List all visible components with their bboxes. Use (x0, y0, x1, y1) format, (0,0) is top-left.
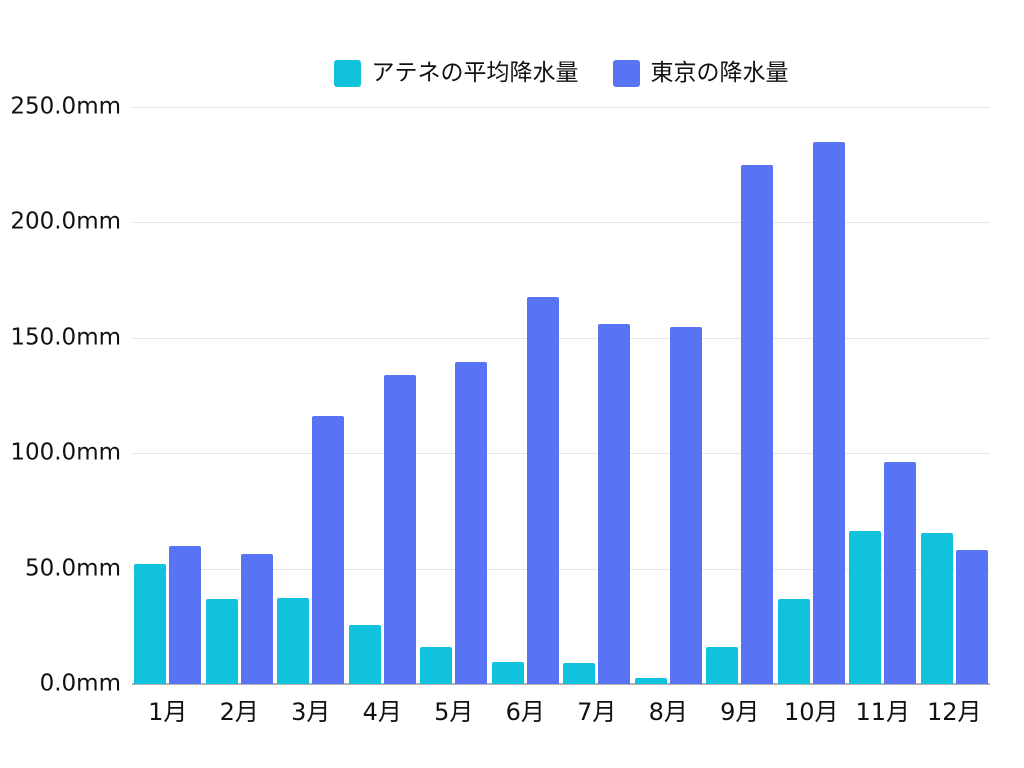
x-tick-label-11月: 11月 (855, 698, 911, 726)
bar-東京の降水量-8月 (669, 326, 702, 684)
x-tick-label-12月: 12月 (926, 698, 982, 726)
bar-アテネの平均降水量-5月 (420, 647, 453, 684)
bar-東京の降水量-10月 (812, 142, 845, 684)
x-tick-label-7月: 7月 (577, 698, 617, 726)
bar-アテネの平均降水量-7月 (563, 663, 596, 684)
bar-アテネの平均降水量-6月 (491, 661, 524, 684)
bar-group-12月 (919, 107, 991, 684)
bar-アテネの平均降水量-4月 (348, 624, 381, 684)
y-axis: 0.0mm 50.0mm 100.0mm 150.0mm 200.0mm 250.0mm (0, 95, 121, 695)
bar-group-5月 (418, 107, 490, 684)
x-axis-baseline (132, 683, 990, 685)
bar-東京の降水量-5月 (455, 361, 488, 684)
bar-アテネの平均降水量-12月 (920, 533, 953, 684)
bar-group-10月 (776, 107, 848, 684)
bar-東京の降水量-4月 (383, 375, 416, 684)
bar-group-9月 (704, 107, 776, 684)
x-tick-label-8月: 8月 (648, 698, 688, 726)
bar-group-1月 (132, 107, 204, 684)
y-tick-label-200: 200.0mm (10, 208, 121, 235)
legend-label-tokyo: 東京の降水量 (650, 60, 789, 86)
x-tick-label-4月: 4月 (362, 698, 402, 726)
bar-東京の降水量-12月 (955, 550, 988, 684)
gridline-200 (132, 222, 990, 224)
legend-item-athens: アテネの平均降水量 (333, 60, 579, 87)
bar-アテネの平均降水量-8月 (634, 678, 667, 684)
x-axis: 1月 2月 3月 4月 5月 6月 7月 8月 9月 10月 11月 12月 (132, 692, 990, 727)
y-tick-label-150: 150.0mm (10, 324, 121, 351)
legend-label-athens: アテネの平均降水量 (371, 60, 579, 86)
tokyo-series-swatch-icon (612, 60, 640, 87)
bar-東京の降水量-6月 (526, 296, 559, 684)
bar-東京の降水量-7月 (598, 323, 631, 684)
x-tick-label-1月: 1月 (148, 698, 188, 726)
gridline-250 (132, 107, 990, 108)
gridline-150 (132, 337, 990, 339)
bars-container (132, 107, 990, 684)
bar-group-4月 (347, 107, 419, 684)
x-tick-label-10月: 10月 (783, 698, 839, 726)
bar-アテネの平均降水量-3月 (277, 597, 310, 684)
gridline-50 (132, 568, 990, 570)
bar-東京の降水量-11月 (884, 461, 917, 684)
bar-group-3月 (275, 107, 347, 684)
y-tick-label-0: 0.0mm (39, 670, 121, 697)
legend-item-tokyo: 東京の降水量 (612, 60, 789, 87)
bar-group-8月 (633, 107, 705, 684)
x-tick-label-5月: 5月 (434, 698, 474, 726)
x-tick-label-3月: 3月 (291, 698, 331, 726)
bar-アテネの平均降水量-10月 (777, 598, 810, 684)
x-tick-label-6月: 6月 (505, 698, 545, 726)
x-tick-label-9月: 9月 (720, 698, 760, 726)
bar-アテネの平均降水量-1月 (134, 563, 167, 684)
bar-東京の降水量-9月 (741, 164, 774, 684)
athens-series-swatch-icon (333, 60, 361, 87)
bar-group-6月 (490, 107, 562, 684)
bar-アテネの平均降水量-9月 (706, 646, 739, 684)
y-tick-label-100: 100.0mm (10, 439, 121, 466)
bar-東京の降水量-1月 (169, 546, 202, 684)
chart-legend: アテネの平均降水量 東京の降水量 (132, 60, 990, 87)
bar-group-2月 (204, 107, 276, 684)
y-tick-label-250: 250.0mm (10, 93, 121, 120)
bar-group-11月 (847, 107, 919, 684)
bar-東京の降水量-3月 (312, 416, 345, 684)
x-tick-label-2月: 2月 (219, 698, 259, 726)
bar-group-7月 (561, 107, 633, 684)
gridline-100 (132, 453, 990, 455)
plot-area (132, 107, 990, 685)
bar-アテネの平均降水量-11月 (849, 531, 882, 684)
bar-アテネの平均降水量-2月 (205, 599, 238, 684)
y-tick-label-50: 50.0mm (24, 555, 121, 582)
bar-東京の降水量-2月 (240, 553, 273, 684)
